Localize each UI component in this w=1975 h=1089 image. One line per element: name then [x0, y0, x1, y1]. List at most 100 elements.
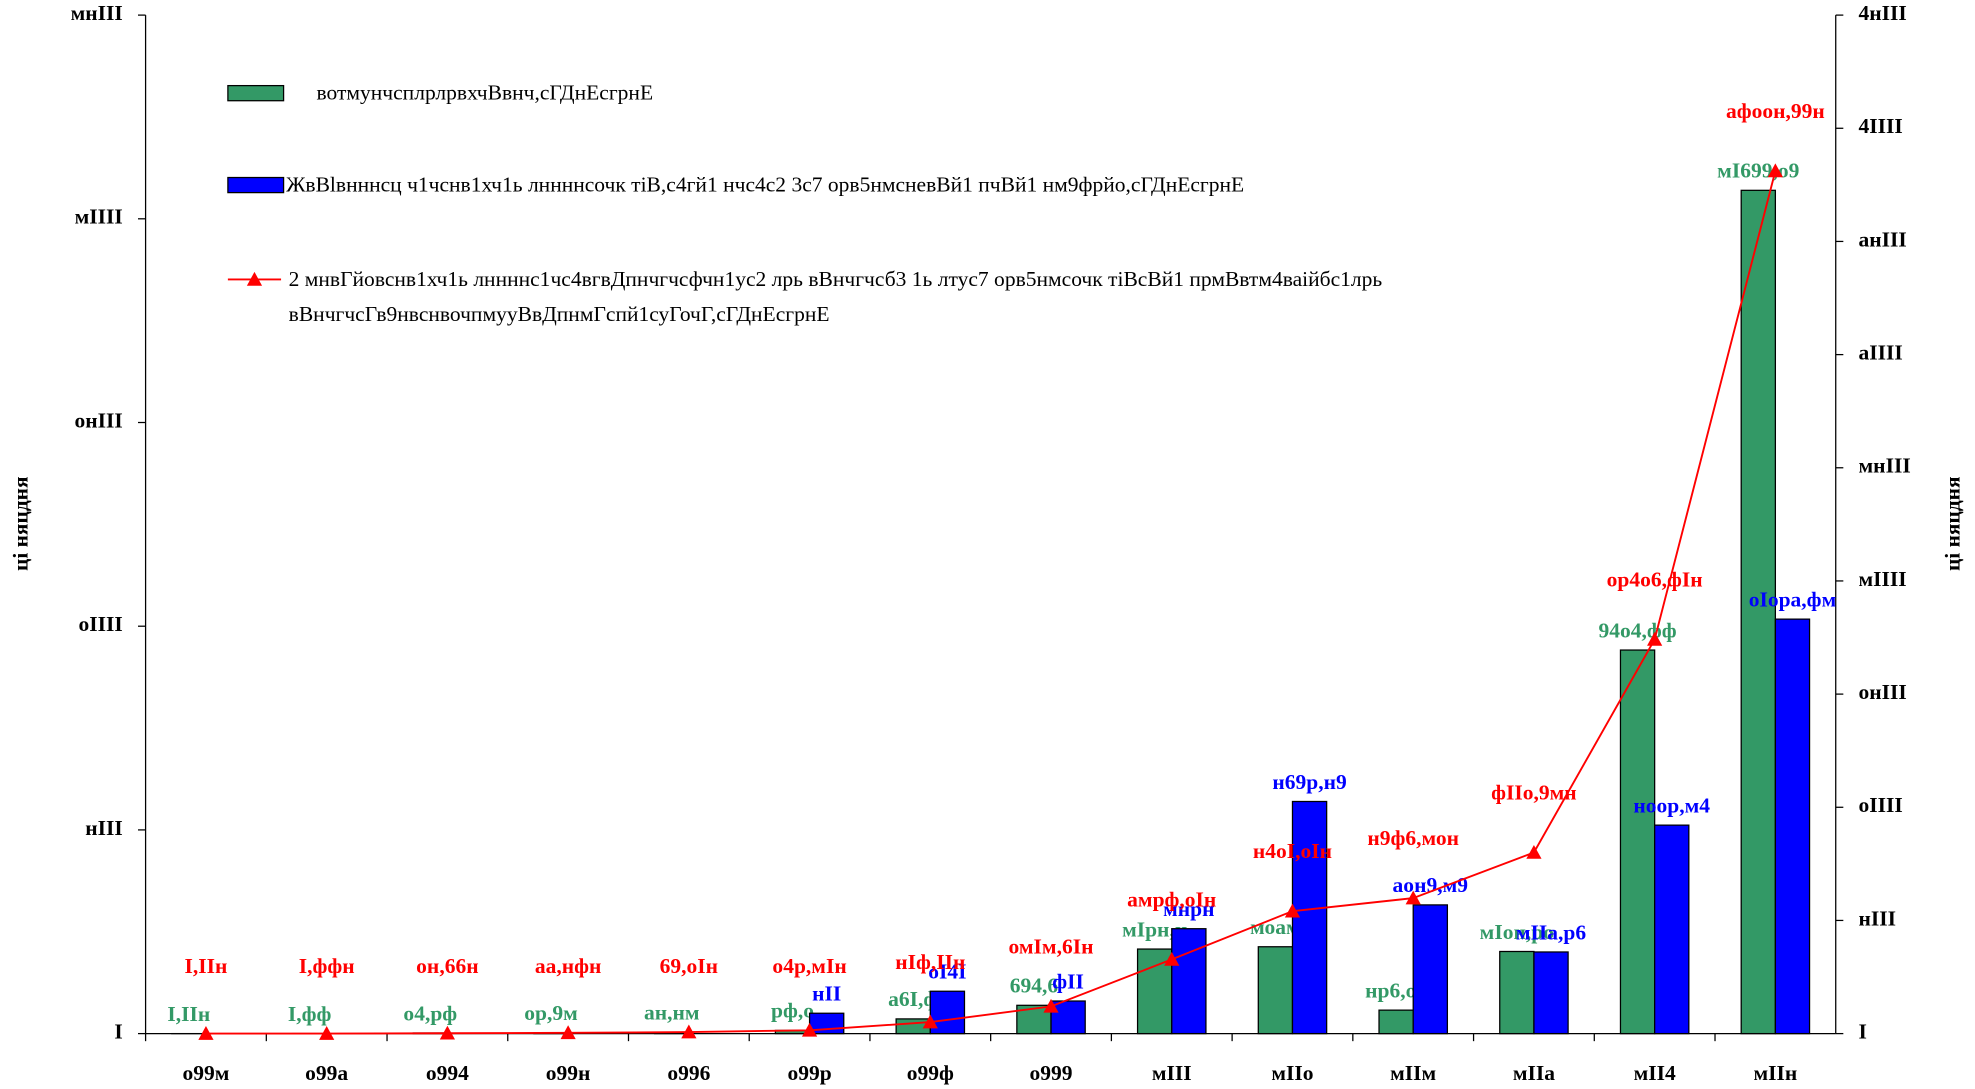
bar [1619, 649, 1656, 1035]
line-marker [198, 1026, 214, 1040]
data-label: мIрн,н [1122, 917, 1187, 941]
bar [1774, 618, 1811, 1035]
data-label: он,66н [416, 954, 478, 978]
data-label: а6I,ф [888, 987, 938, 1011]
y-tick-label: онIII [75, 408, 123, 432]
x-tick-label: мIIн [1753, 1061, 1797, 1085]
line-marker [1767, 163, 1783, 178]
legend-item: ЖвВlвнннсц ч1чснв1хч1ь лннннсочк тiВ,с4г… [286, 172, 1245, 197]
data-label: мнрн [1163, 897, 1214, 921]
bar [1050, 1000, 1086, 1035]
y2-tick-label: 4IIII [1859, 114, 1903, 138]
data-label: ан,нм [644, 1000, 700, 1024]
line-marker [801, 1022, 818, 1037]
data-label: ор4о6,фIн [1607, 567, 1703, 591]
y2-tick-label: анIII [1859, 227, 1907, 251]
bar [1412, 904, 1449, 1035]
data-label: ор,9м [524, 1001, 578, 1025]
data-label: 69,оIн [660, 954, 718, 978]
legend-swatch [227, 176, 285, 194]
data-label: омIм,6Iн [1009, 934, 1094, 958]
legend-label: вотмунчсплрлрвхчВвнч,сГДнЕсгрнЕ [316, 80, 654, 105]
data-label: о4,рф [403, 1001, 457, 1025]
data-label: мIIа,р6 [1516, 920, 1587, 944]
y2-tick-label: онIII [1859, 680, 1907, 704]
data-label: афоон,99н [1726, 99, 1825, 123]
data-label: о4р,мIн [772, 954, 846, 978]
y2-tick-label: 4нIII [1859, 1, 1907, 25]
bar [1499, 950, 1535, 1035]
line-marker [1405, 890, 1421, 905]
line-marker [1164, 951, 1180, 966]
data-label: аа,нфн [535, 954, 602, 978]
line-marker [560, 1025, 576, 1040]
x-tick-label: о99а [305, 1061, 348, 1085]
data-label: аон9,м9 [1393, 873, 1468, 897]
x-tick-label: о99н [546, 1061, 591, 1085]
x-tick-label: о999 [1030, 1061, 1073, 1085]
data-label: н69р,н9 [1272, 770, 1346, 794]
y2-tick-label: мнIII [1859, 454, 1911, 478]
legend-label: 2 мнвГйовснв1хч1ь лннннс1чс4вгвДпнчгчсфч… [288, 266, 1383, 327]
x-tick-label: мIIм [1390, 1061, 1436, 1085]
data-label: моам [1250, 915, 1301, 939]
data-label: мIон,ро [1480, 920, 1554, 944]
y-axis-label: ці няцдня [9, 476, 33, 571]
data-label: оI4I [928, 960, 966, 984]
x-tick-label: о996 [667, 1061, 710, 1085]
line-marker [1284, 903, 1301, 918]
y-tick-label: оIIII [79, 612, 123, 636]
y2-tick-label: I [1859, 1020, 1867, 1044]
bar [1654, 824, 1690, 1035]
data-label: I,фф [288, 1002, 332, 1026]
data-label: I,IIн [185, 954, 228, 978]
y-tick-label: мнIII [71, 1, 123, 25]
x-tick-label: мIIа [1513, 1061, 1555, 1085]
line-marker [922, 1014, 938, 1029]
x-tick-label: о994 [426, 1061, 469, 1085]
line-marker [681, 1024, 697, 1039]
x-tick-label: мII4 [1634, 1061, 1676, 1085]
y2-tick-label: оIIII [1859, 793, 1903, 817]
bar [1257, 946, 1294, 1035]
y2-axis-label: ці няцдня [1941, 476, 1965, 571]
legend-label: ЖвВlвнннсц ч1чснв1хч1ь лннннсочк тiВ,с4г… [286, 172, 1245, 197]
y2-tick-label: аIIII [1859, 341, 1903, 365]
data-label: амрф,оIн [1127, 887, 1216, 911]
bar [1378, 1009, 1414, 1035]
legend-swatch [246, 271, 263, 286]
x-tick-label: о99р [787, 1061, 831, 1085]
y-tick-label: мIIII [75, 205, 123, 229]
data-label: 694,6 [1010, 974, 1059, 998]
data-label: н9ф6,мон [1367, 826, 1459, 850]
data-label: оIора,фм [1749, 587, 1837, 611]
data-label: н4оI,оIн [1253, 839, 1332, 863]
y-tick-label: нIII [85, 816, 123, 840]
line-marker [1647, 631, 1663, 646]
bar [1740, 189, 1777, 1035]
data-label: нр6,оо [1365, 978, 1427, 1002]
legend-swatch [227, 84, 285, 102]
legend-item: 2 мнвГйовснв1хч1ь лннннс1чс4вгвДпнчгчсфч… [288, 266, 1383, 327]
x-tick-label: о99ф [907, 1061, 954, 1085]
data-label: нII [812, 982, 841, 1006]
data-label: ноор,м4 [1633, 793, 1710, 817]
data-label: нIф,IIн [895, 950, 965, 974]
data-label: I,ффн [299, 954, 355, 978]
y2-tick-label: нIII [1859, 906, 1897, 930]
y-tick-label: I [114, 1020, 122, 1044]
data-label: мI699,о9 [1717, 159, 1799, 183]
x-tick-label: мIIо [1271, 1061, 1313, 1085]
line-marker [1043, 998, 1059, 1013]
line-marker [319, 1026, 335, 1040]
x-tick-label: о99м [182, 1061, 229, 1085]
data-label: фIIо,9мн [1491, 781, 1577, 805]
data-label: фII [1052, 969, 1084, 993]
line-marker [439, 1025, 456, 1040]
y2-tick-label: мIIII [1859, 567, 1907, 591]
bar [1291, 800, 1328, 1035]
data-label: I,IIн [167, 1002, 210, 1026]
bar [1533, 951, 1569, 1035]
legend-item: вотмунчсплрлрвхчВвнч,сГДнЕсгрнЕ [316, 80, 654, 105]
